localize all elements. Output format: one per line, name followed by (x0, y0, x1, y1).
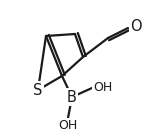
Text: OH: OH (93, 80, 112, 94)
Text: O: O (130, 18, 142, 33)
Text: S: S (33, 82, 43, 97)
Text: B: B (67, 89, 77, 104)
Text: OH: OH (58, 119, 78, 132)
